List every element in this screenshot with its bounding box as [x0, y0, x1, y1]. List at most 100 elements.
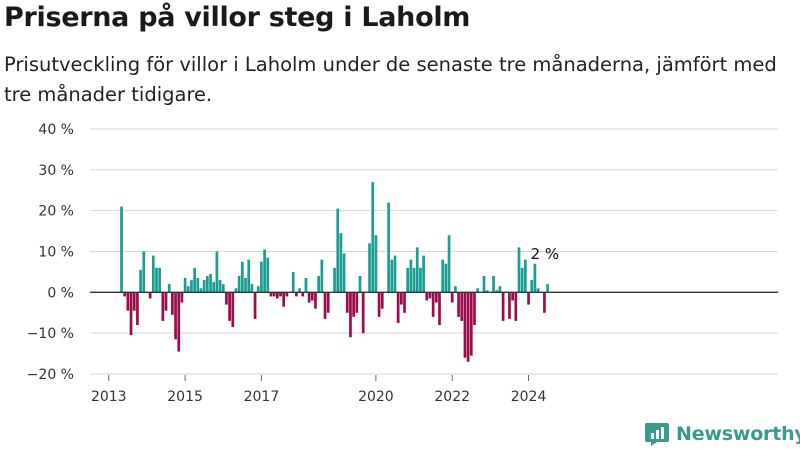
bar — [218, 280, 222, 293]
x-tick-label: 2024 — [511, 389, 547, 405]
bar — [228, 292, 231, 321]
x-tick-label: 2022 — [434, 389, 470, 405]
bar — [377, 292, 381, 317]
bar — [215, 251, 219, 293]
y-tick-label: 40 % — [38, 122, 74, 138]
bar — [193, 267, 196, 293]
bar — [457, 292, 460, 317]
bar — [434, 292, 438, 303]
bar — [250, 284, 254, 293]
newsworthy-logo-icon — [645, 423, 669, 446]
bar — [190, 280, 193, 293]
bar — [123, 292, 127, 297]
bar — [161, 292, 165, 321]
bar — [323, 292, 327, 319]
bar — [263, 249, 266, 293]
bar — [295, 292, 298, 297]
bar — [517, 247, 521, 293]
bar — [444, 263, 448, 293]
bar — [183, 278, 187, 293]
bar — [412, 267, 416, 293]
bar — [419, 267, 422, 293]
bar — [212, 282, 216, 293]
bar — [387, 202, 390, 293]
y-tick-label: 0 % — [47, 285, 74, 301]
y-tick-label: 10 % — [38, 245, 74, 261]
bar — [349, 292, 352, 338]
bar — [546, 284, 549, 293]
bar — [527, 292, 530, 305]
bar — [476, 288, 480, 293]
bar — [393, 255, 397, 293]
bar — [355, 292, 359, 313]
bar — [320, 259, 324, 293]
bar — [460, 292, 464, 321]
x-tick-label: 2020 — [358, 389, 394, 405]
y-tick-label: −20 % — [27, 367, 74, 383]
y-tick-label: 30 % — [38, 163, 74, 179]
x-tick-label: 2015 — [167, 389, 203, 405]
bar — [533, 263, 537, 293]
bar — [129, 292, 133, 336]
bar — [501, 292, 505, 321]
bar — [151, 255, 155, 293]
bar — [485, 290, 489, 293]
bar — [380, 292, 384, 309]
bar — [498, 286, 502, 293]
bar — [514, 292, 518, 321]
bar — [339, 233, 343, 293]
bar — [158, 267, 162, 293]
bar — [247, 259, 251, 293]
bar — [336, 208, 340, 293]
bar — [126, 292, 130, 311]
bar — [317, 276, 321, 293]
bar — [202, 280, 206, 293]
bar — [441, 259, 445, 293]
bar — [495, 290, 499, 293]
bar — [225, 292, 228, 305]
bar — [425, 292, 429, 301]
bar — [206, 276, 209, 293]
bar — [253, 292, 257, 319]
bar — [285, 292, 289, 297]
bar — [174, 292, 177, 340]
bar — [164, 292, 168, 311]
bar — [291, 271, 295, 293]
bar — [482, 276, 486, 293]
bar — [406, 267, 410, 293]
bar — [234, 288, 238, 293]
bar — [415, 247, 419, 293]
bar — [511, 292, 514, 301]
bar — [447, 235, 451, 293]
newsworthy-brand[interactable]: Newsworthy — [644, 419, 800, 449]
x-tick-label: 2013 — [91, 389, 127, 405]
bar — [361, 292, 365, 334]
last-value-label: 2 % — [531, 245, 560, 263]
bar — [530, 280, 534, 293]
bar — [139, 269, 142, 293]
bar — [310, 292, 314, 301]
bar — [342, 253, 346, 293]
bar — [333, 267, 336, 293]
bar — [543, 292, 546, 313]
bar — [136, 292, 139, 325]
bar — [524, 259, 527, 293]
chart-title: Priserna på villor steg i Laholm — [4, 2, 471, 33]
bar — [196, 278, 200, 293]
bar — [180, 292, 184, 303]
bar — [272, 292, 276, 297]
bar — [314, 292, 317, 309]
bar — [438, 292, 441, 325]
bar — [269, 292, 273, 297]
bar — [240, 261, 244, 293]
bar — [473, 292, 476, 325]
bar — [422, 255, 425, 293]
bar — [167, 284, 171, 293]
bar — [463, 292, 467, 358]
bar — [282, 292, 286, 307]
bar — [275, 292, 279, 299]
bar — [396, 292, 400, 323]
bar — [307, 292, 311, 303]
bar — [132, 292, 136, 311]
